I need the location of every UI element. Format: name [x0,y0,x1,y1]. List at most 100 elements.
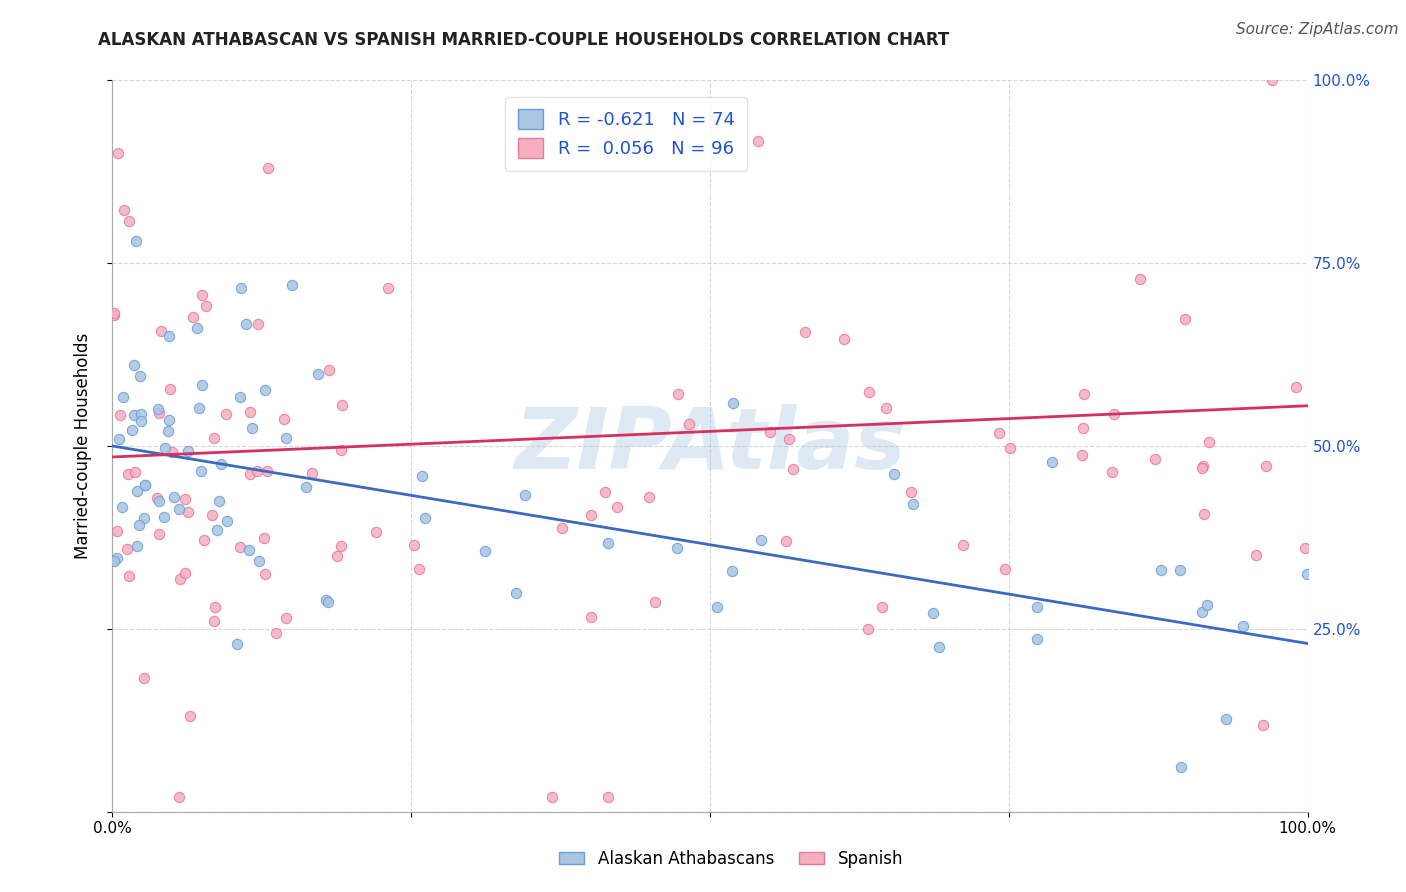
Point [111,500,134,514]
Point [246,464,269,478]
Point [900,484,922,499]
Point [1294,541,1316,556]
Point [759,425,782,440]
Point [176,444,198,458]
Point [928,640,950,655]
Point [264,625,287,640]
Point [148,493,170,508]
Point [156,424,179,438]
Point [202,615,225,629]
Point [229,541,252,555]
Point [254,566,277,581]
Point [167,502,190,516]
Point [318,595,340,609]
Point [176,505,198,519]
Point [215,408,238,422]
Point [408,562,430,576]
Point [239,404,262,418]
Point [1102,407,1125,421]
Point [366,524,388,539]
Point [794,325,817,339]
Legend: Alaskan Athabascans, Spanish: Alaskan Athabascans, Spanish [553,844,910,875]
Point [121,423,143,437]
Point [505,585,527,599]
Point [159,382,181,396]
Point [240,421,263,435]
Point [318,363,340,377]
Point [593,485,616,500]
Point [274,432,297,446]
Point [377,281,399,295]
Point [644,595,666,609]
Point [125,483,148,498]
Point [1296,566,1319,581]
Point [1073,387,1095,401]
Point [281,278,304,293]
Point [108,433,131,447]
Point [1040,455,1063,469]
Point [257,161,280,175]
Point [678,417,700,431]
Point [247,554,270,568]
Point [153,441,176,455]
Point [191,288,214,302]
Point [186,321,208,335]
Point [195,300,218,314]
Point [1191,461,1213,475]
Point [128,518,150,533]
Point [1191,459,1213,474]
Point [181,310,204,324]
Point [153,510,176,524]
Point [105,524,128,539]
Point [858,384,880,399]
Point [1198,435,1220,450]
Point [125,539,148,553]
Point [301,466,323,480]
Point [747,135,769,149]
Point [1129,272,1152,286]
Point [159,329,181,343]
Point [163,490,186,504]
Point [596,535,619,549]
Point [235,317,257,331]
Point [118,214,141,228]
Point [1174,311,1197,326]
Point [108,408,131,422]
Point [1192,507,1215,521]
Point [204,599,226,614]
Point [870,600,893,615]
Point [1073,421,1095,435]
Legend: R = -0.621   N = 74, R =  0.056   N = 96: R = -0.621 N = 74, R = 0.056 N = 96 [505,96,748,170]
Point [596,790,619,805]
Point [107,146,129,161]
Point [706,600,728,615]
Point [638,490,661,504]
Point [579,609,602,624]
Point [148,402,170,417]
Point [124,408,146,422]
Point [329,539,352,553]
Point [1149,563,1171,577]
Point [513,488,536,502]
Point [1197,598,1219,612]
Point [162,445,184,459]
Point [1261,73,1284,87]
Point [606,500,628,515]
Point [225,637,247,651]
Point [190,464,212,478]
Point [952,538,974,552]
Point [1101,465,1123,479]
Point [998,441,1021,455]
Point [173,492,195,507]
Point [749,533,772,548]
Point [231,281,253,295]
Point [190,378,212,392]
Text: ALASKAN ATHABASCAN VS SPANISH MARRIED-COUPLE HOUSEHOLDS CORRELATION CHART: ALASKAN ATHABASCAN VS SPANISH MARRIED-CO… [98,31,949,49]
Point [193,533,215,548]
Point [118,569,141,583]
Point [551,520,574,534]
Point [307,368,329,382]
Point [148,526,170,541]
Point [112,390,135,404]
Point [148,406,170,420]
